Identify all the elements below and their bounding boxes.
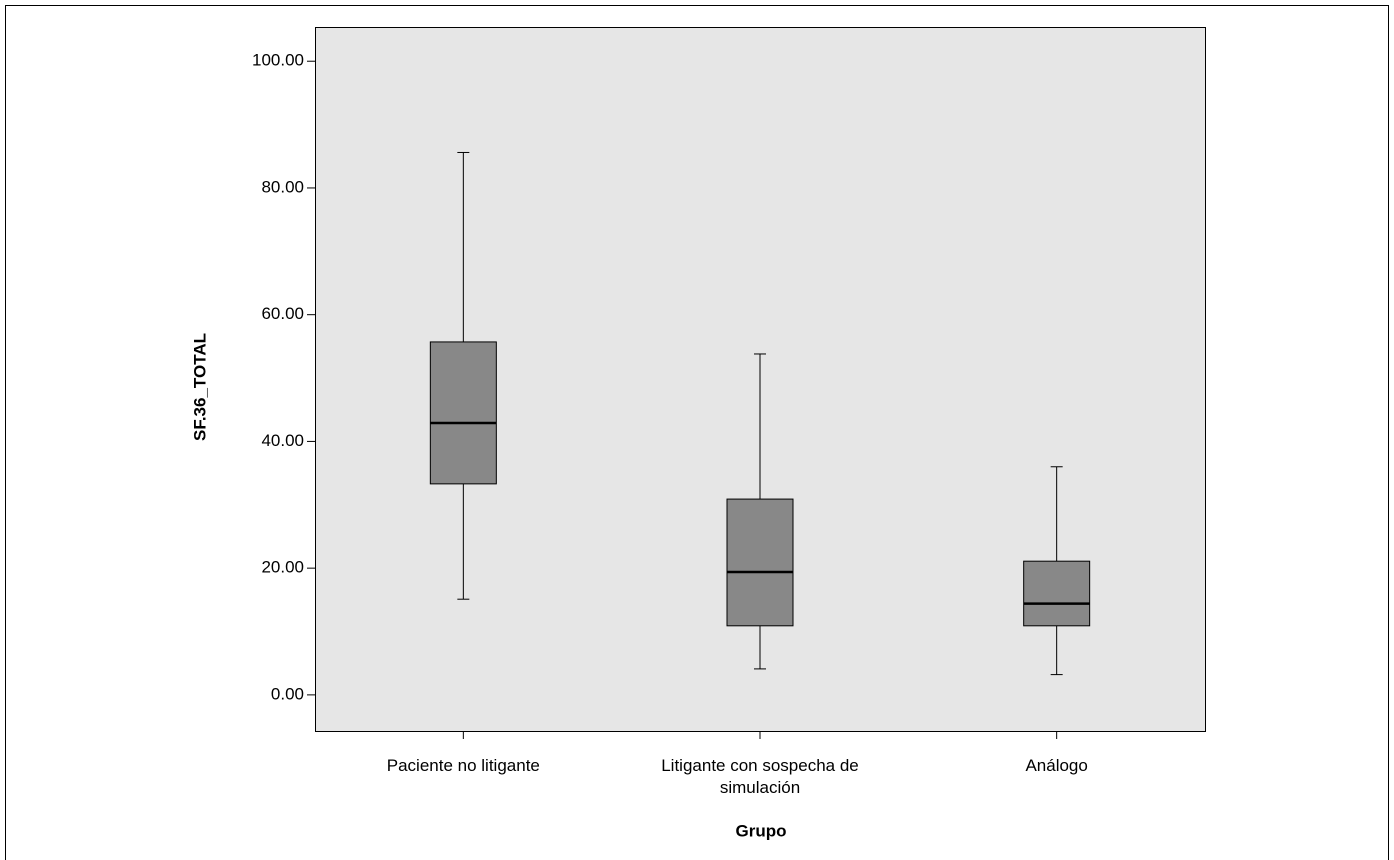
box bbox=[429, 341, 497, 485]
x-axis-title: Grupo bbox=[736, 821, 787, 840]
box bbox=[1023, 560, 1091, 627]
y-tick-label: 80.00 bbox=[261, 177, 304, 196]
x-tick-label: Análogo bbox=[1025, 756, 1088, 775]
frame bbox=[5, 5, 1389, 860]
x-tick-label: Litigante con sospecha de simulación bbox=[661, 756, 859, 797]
y-tick-label: 20.00 bbox=[261, 558, 304, 577]
y-tick-label: 40.00 bbox=[261, 431, 304, 450]
y-tick-label: 0.00 bbox=[271, 684, 304, 703]
y-axis-title: SF.36_TOTAL bbox=[190, 333, 209, 441]
box bbox=[726, 498, 794, 627]
y-tick-label: 100.00 bbox=[252, 51, 304, 70]
y-tick-label: 60.00 bbox=[261, 304, 304, 323]
x-tick-label: Paciente no litigante bbox=[386, 756, 540, 775]
